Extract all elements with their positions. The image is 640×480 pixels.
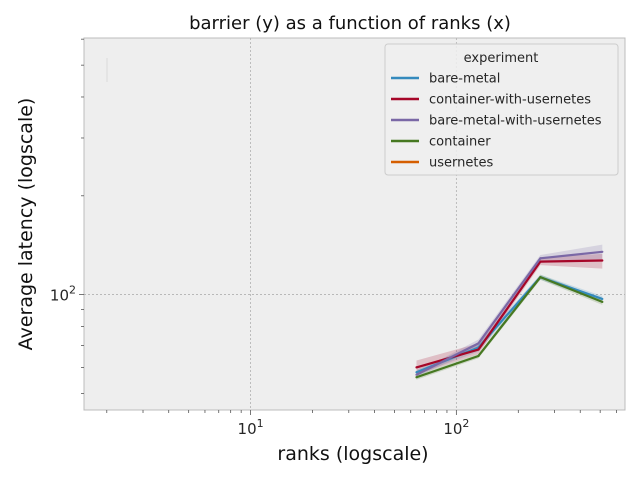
y-axis-label: Average latency (logscale) (15, 98, 37, 351)
point-container-1 (477, 354, 480, 358)
point-container-0 (415, 376, 418, 379)
legend-label-container: container (429, 135, 491, 150)
point-bare-metal-with-usernetes-3 (601, 250, 604, 253)
legend-items: bare-metal container-with-usernetes bare-m… (391, 72, 602, 171)
point-container-with-usernetes-2 (539, 260, 542, 263)
legend-label-container-with-usernetes: container-with-usernetes (429, 93, 591, 108)
point-bare-metal-with-usernetes-1 (477, 342, 480, 345)
point-bare-metal-0 (415, 371, 418, 374)
minor-ticks (79, 38, 617, 415)
point-container-with-usernetes-0 (415, 366, 418, 369)
legend-label-bare-metal-with-usernetes: bare-metal-with-usernetes (429, 114, 602, 129)
legend-label-usernetes: usernetes (429, 156, 493, 171)
legend-title: experiment (464, 51, 539, 66)
y-tick-labels: 102 (50, 284, 76, 305)
y-tick-label-0: 102 (50, 284, 76, 305)
series-lines (415, 250, 604, 379)
band-container (416, 274, 603, 380)
x-tick-label-1: 102 (443, 417, 469, 438)
point-bare-metal-3 (601, 297, 604, 301)
point-bare-metal-with-usernetes-0 (415, 373, 418, 376)
legend-label-bare-metal: bare-metal (429, 72, 500, 87)
point-container-with-usernetes-1 (477, 348, 480, 351)
legend-box (384, 43, 619, 176)
point-container-3 (601, 300, 604, 303)
series-line-bare-metal-with-usernetes (415, 250, 603, 376)
point-container-2 (539, 276, 542, 279)
point-container-with-usernetes-3 (601, 259, 604, 262)
x-axis-label: ranks (logscale) (277, 443, 428, 465)
point-bare-metal-with-usernetes-2 (539, 257, 542, 260)
x-tick-label-0: 101 (238, 417, 264, 438)
x-tick-labels: 101 102 (238, 417, 470, 438)
legend: experiment bare-metal container-with-user… (384, 43, 619, 176)
chart-title: barrier (y) as a function of ranks (x) (189, 13, 511, 34)
series-line-container (416, 276, 603, 379)
